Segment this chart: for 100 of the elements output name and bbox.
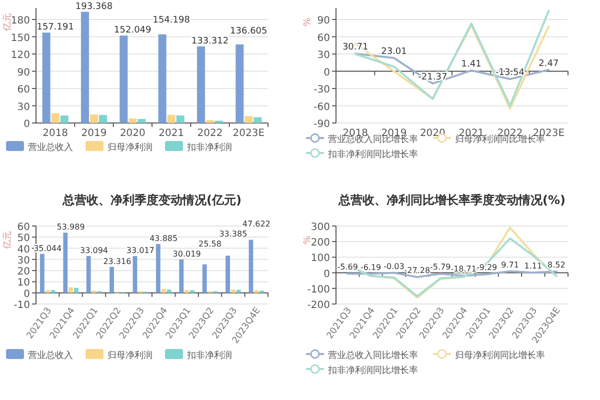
data-label: 33.094 [80,246,108,255]
legend-label: 营业总收入 [28,350,73,361]
bar [244,116,253,123]
chart-title: 总营收、净利季度变动情况(亿元) [62,193,242,207]
y-tick-label: 30 [17,255,30,266]
bar [45,290,50,293]
y-tick-label: 90 [317,16,330,26]
x-tick-label: 2022 [197,128,223,139]
legend-label: 营业总收入 [28,142,73,153]
data-label: 133.312 [191,36,229,46]
bar [86,256,91,293]
data-label: 1.11 [524,262,542,271]
y-tick-label: 30 [317,50,330,61]
y-tick-label: 150 [10,32,30,44]
data-label: 47.622 [242,219,270,228]
bar [63,232,68,293]
data-label: 8.52 [547,260,566,270]
y-tick-label: 60 [17,84,30,96]
y-tick-label: -100 [307,284,330,296]
bar [51,113,60,123]
y-tick-label: 10 [17,278,30,289]
bar [202,264,207,293]
bar [138,118,146,123]
y-tick-label: 50 [17,233,30,244]
data-label: -9.29 [476,263,498,272]
data-label: -18.71 [450,264,476,274]
y-tick-label: 40 [17,244,30,256]
y-tick-label: 90 [17,67,30,78]
bar [99,114,108,123]
x-tick-label: 2019 [81,128,107,139]
data-label: -5.79 [430,262,451,272]
legend-label: 营业总收入同比增长率 [328,350,418,361]
bar [196,46,205,123]
data-label: 193.368 [75,2,113,12]
data-label: 1.41 [461,59,482,70]
bar [184,290,190,293]
y-tick-label: 300 [310,222,330,233]
data-label: 25.58 [198,239,222,248]
y-tick-label: -10 [14,300,30,311]
data-label: 33.017 [126,246,154,256]
data-label: 30.019 [172,249,201,258]
y-tick-label: 0 [24,288,30,300]
x-tick-label: 2020 [120,128,146,139]
data-label: 152.049 [114,26,152,36]
y-tick-label: 20 [17,266,30,278]
bar [80,12,89,123]
y-tick-label: 100 [310,253,330,264]
data-label: 136.605 [230,26,268,36]
data-label: 154.198 [152,16,190,26]
bar [236,44,244,123]
bar [226,256,230,293]
y-tick-label: 0 [324,268,330,280]
bar [206,120,214,123]
y-tick-label: 0 [24,119,30,130]
bar [161,288,166,293]
legend-label: 扣非净利润同比增长率 [327,149,418,160]
bar [74,288,78,293]
y-tick-label: 60 [317,32,330,44]
bar [156,244,160,293]
data-label: -5.69 [337,262,358,272]
bar [236,290,241,293]
bar [190,290,194,293]
legend-label: 归母净利润 [108,142,152,153]
bar [254,290,259,293]
data-label: 30.71 [342,42,368,53]
bar [90,114,98,123]
y-axis-title: % [303,235,313,244]
y-axis-title: 亿元 [2,13,13,32]
y-axis-title: 亿元 [2,231,13,250]
legend-label: 扣非净利润 [186,142,232,153]
bar [110,266,114,293]
bar [230,290,236,293]
data-label: 53.989 [56,222,85,232]
x-tick-label: 2023E [232,128,265,139]
bar [132,256,138,293]
legend-label: 归母净利润同比增长率 [455,350,545,361]
bar [40,254,44,293]
data-label: -6.19 [360,262,382,272]
y-tick-label: -90 [314,119,330,130]
bar [248,240,254,293]
data-label: -0.03 [384,262,404,271]
legend-label: 扣非净利润同比增长率 [327,365,418,376]
bar [50,290,56,293]
bar [128,118,137,123]
legend-label: 扣非净利润 [186,350,232,361]
data-label: 157.191 [36,22,74,33]
y-axis-title: % [303,17,313,26]
y-tick-label: -60 [314,102,330,113]
bar [176,116,184,123]
bar [68,287,74,293]
bar [120,36,128,123]
data-label: 33.385 [219,229,248,238]
bar [158,34,166,123]
data-label: 23.01 [381,47,407,58]
bar [179,259,184,293]
y-tick-label: 0 [324,67,330,78]
y-tick-label: -30 [314,84,330,96]
data-label: 9.71 [501,260,519,270]
data-label: -21.37 [418,72,448,83]
bar [167,114,176,123]
